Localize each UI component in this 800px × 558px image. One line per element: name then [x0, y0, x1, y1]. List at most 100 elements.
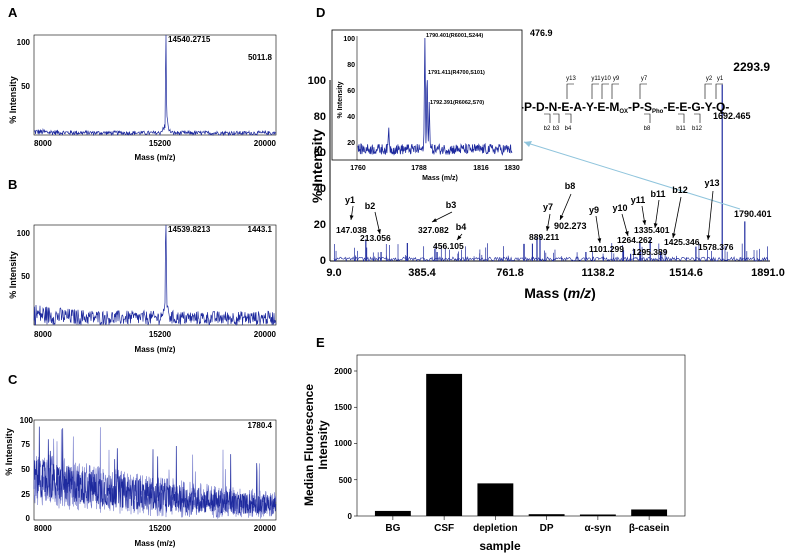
mz-label: 1295.389 [632, 247, 668, 257]
ion-label: y1 [345, 195, 355, 205]
panel-c-ylabel: % Intensity [4, 428, 14, 476]
y-ion-mark: y13 [566, 76, 576, 82]
ion-label: b8 [565, 181, 576, 191]
panel-d-ytick-80: 80 [314, 111, 326, 123]
category-label: β-casein [629, 523, 670, 534]
panel-c-spectrum [33, 426, 277, 519]
ion-label: b2 [365, 201, 376, 211]
panel-b-xtick-15200: 15200 [149, 330, 172, 339]
inset-ylabel: % Intensity [337, 81, 344, 118]
panel-d-xlabel: Mass (m/z) [524, 285, 596, 301]
mz-label: 1335.401 [634, 225, 670, 235]
panel-b-xlabel: Mass (m/z) [135, 345, 176, 354]
panel-b-peak-label: 14539.8213 [168, 225, 211, 234]
ion-label: y13 [704, 178, 719, 188]
y-ion-bracket [611, 83, 619, 99]
bar-1 [426, 373, 463, 516]
mz-label: 1692.465 [713, 111, 751, 121]
b-ion-bracket [678, 113, 685, 123]
panel-d-max-label: 2293.9 [733, 60, 770, 74]
panel-d-ytick-100: 100 [308, 75, 326, 87]
ion-arrowhead [377, 229, 381, 234]
panel-b-xtick-20000: 20000 [254, 330, 277, 339]
spectrum-trace [33, 426, 277, 515]
panel-e-bars: BG CSF depletion DP α-syn β-casein [374, 373, 670, 534]
panel-b-frame [33, 224, 277, 326]
inset-peak-3: 1792.391(R6062,S70) [430, 100, 484, 106]
spectrum-trace [33, 224, 277, 327]
category-label: BG [385, 523, 400, 534]
inset-xtick-1816: 1816 [473, 165, 489, 172]
panel-c-max-label: 1780.4 [248, 421, 273, 430]
inset-ytick-80: 80 [347, 62, 355, 69]
mz-label: 213.056 [360, 233, 391, 243]
panel-a-xtick-15200: 15200 [149, 139, 172, 148]
panel-d: D % Intensity 100 80 60 40 20 0 9.0 385.… [308, 5, 785, 301]
inset-spectrum: % Intensity 100 80 60 40 20 1760 1788 18… [331, 28, 553, 182]
fragment-brackets: y13 y11 y10 y9 y7 y2 y1 b2 b3 b4 b8 b11 b12 [544, 76, 724, 132]
panel-e-ylabel-1: Median Fluorescence [302, 384, 316, 506]
panel-d-ytick-0: 0 [320, 255, 326, 267]
panel-b-ytick-50: 50 [21, 272, 30, 281]
panel-c-ytick-0: 0 [26, 514, 31, 523]
b-ion-mark: b4 [565, 126, 572, 132]
y-ion-mark: y2 [706, 76, 713, 82]
mz-label: 1425.346 [664, 237, 700, 247]
panel-a-ylabel: % Intensity [8, 76, 18, 124]
panel-c-xtick-15200: 15200 [149, 524, 172, 533]
panel-a-xtick-8000: 8000 [34, 139, 52, 148]
panel-c-ytick-50: 50 [21, 465, 30, 474]
panel-a-xlabel: Mass (m/z) [135, 153, 176, 162]
b-ion-mark: b3 [553, 126, 560, 132]
panel-d-spectrum [333, 84, 769, 263]
panel-e-ytick-1000: 1000 [334, 439, 352, 448]
mz-label: 1578.376 [698, 242, 734, 252]
ion-arrowhead [597, 238, 602, 243]
panel-e-ticks [354, 370, 650, 520]
y-ion-bracket [704, 83, 712, 99]
panel-c-letter: C [8, 372, 18, 387]
inset-xlabel: Mass (m/z) [422, 175, 458, 182]
ion-arrow [672, 196, 682, 239]
y-ion-mark: y11 [591, 76, 601, 82]
y-ion-bracket [591, 83, 599, 99]
ion-label: b3 [446, 200, 457, 210]
bar-4 [579, 514, 616, 516]
y-ion-bracket [715, 83, 723, 99]
ion-arrowhead [545, 226, 550, 231]
spectrum-trace [33, 34, 277, 137]
inset-xtick-1760: 1760 [350, 165, 366, 172]
y-ion-bracket [566, 83, 574, 99]
y-ion-mark: y7 [641, 76, 648, 82]
ion-label: y10 [612, 203, 627, 213]
b-ion-bracket [565, 113, 572, 123]
y-ion-mark: y1 [717, 76, 724, 82]
mz-label: 902.273 [554, 221, 587, 231]
ion-arrowhead [432, 218, 437, 222]
category-label: depletion [473, 523, 517, 534]
b-ion-mark: b2 [544, 126, 551, 132]
panel-e-letter: E [316, 335, 325, 350]
mz-label: 1790.401 [734, 209, 772, 219]
panel-c-ytick-25: 25 [21, 490, 30, 499]
panel-e-frame [356, 354, 686, 517]
panel-e-ytick-0: 0 [348, 512, 353, 521]
ion-arrowhead [642, 220, 647, 225]
ion-arrowhead [349, 215, 354, 220]
panel-a-frame [33, 34, 277, 136]
ion-label: b11 [650, 189, 665, 199]
category-label: α-syn [585, 523, 612, 534]
category-label: DP [540, 523, 554, 534]
inset-zoom-arrowhead [524, 141, 532, 147]
panel-c-ytick-100: 100 [20, 416, 34, 425]
panel-a-xtick-20000: 20000 [254, 139, 277, 148]
mz-label: 327.082 [418, 225, 449, 235]
panel-b: B % Intensity 100 50 8000 15200 20000 Ma… [8, 177, 277, 354]
panel-d-xtick-6: 1891.0 [751, 267, 785, 279]
panel-d-ytick-20: 20 [314, 219, 326, 231]
y-ion-mark: y9 [613, 76, 620, 82]
ion-arrowhead [560, 215, 564, 220]
b-ion-bracket [553, 113, 560, 123]
b-ion-bracket [544, 113, 551, 123]
panel-a-max-label: 5011.8 [248, 53, 273, 62]
